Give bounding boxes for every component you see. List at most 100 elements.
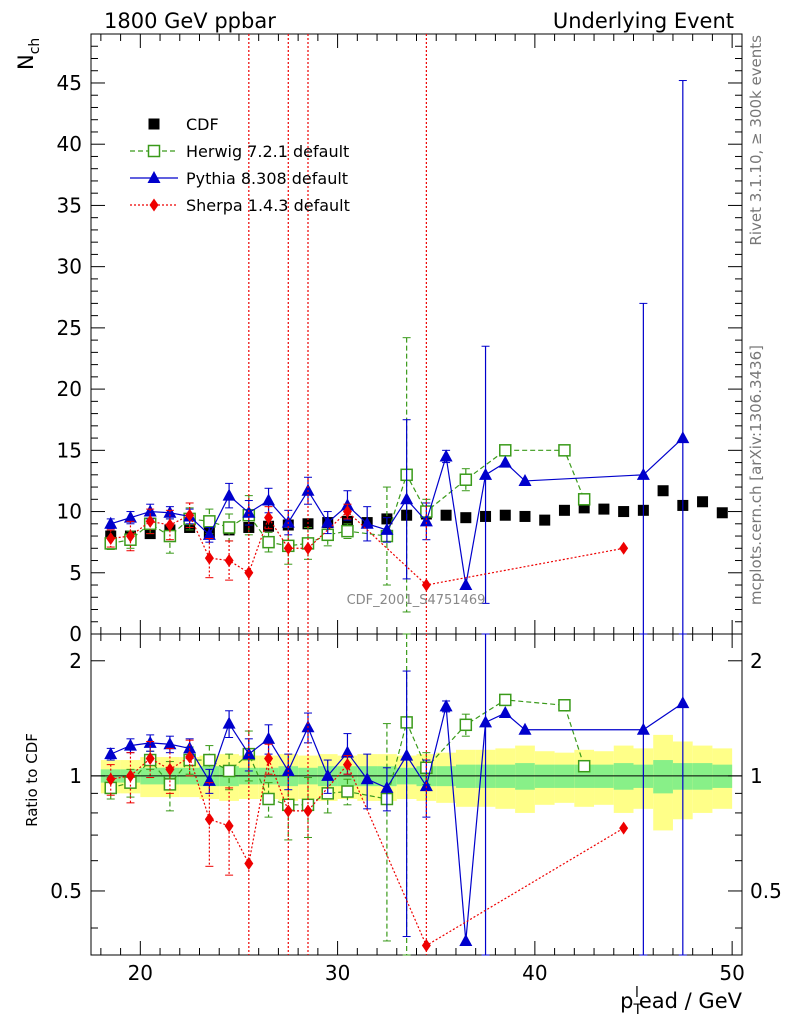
herwig-marker [499,693,512,707]
pythia-marker [123,738,137,751]
herwig-marker [203,515,216,528]
sherpa-series [106,34,629,634]
pythia-marker [262,493,276,506]
pythia-marker [183,741,197,754]
herwig-marker [499,444,512,457]
pythia-marker [340,745,354,758]
cdf-marker [460,512,472,524]
legend-entry: Pythia 8.308 default [130,169,348,188]
cdf-marker [716,507,728,519]
pythia-series [104,80,690,635]
band-inner-segment [515,763,535,790]
pythia-marker [360,516,374,529]
ratio-y-tick-label-right: 2 [750,649,763,673]
sherpa-marker [224,819,234,833]
pythia-marker [242,747,256,760]
y-axis-title-main: Nch [14,38,43,70]
header-left-label: 1800 GeV ppbar [104,9,276,33]
cdf-marker [598,503,610,515]
cdf-marker [263,520,275,532]
pythia-marker [104,747,118,760]
herwig-marker [459,473,473,486]
pythia-marker [419,514,433,527]
header-right-label: Underlying Event [553,9,734,33]
sherpa-marker [421,578,431,592]
sherpa-marker [244,566,254,580]
legend-entry: Herwig 7.2.1 default [130,142,349,161]
y-tick-label: 10 [57,500,82,524]
ratio-y-tick-label: 0.5 [50,879,82,903]
y-axis-title-main-n: N [14,54,38,70]
legend-entry: CDF [148,115,219,134]
pythia-marker [479,467,493,480]
ratio-y-tick-label-right: 1 [750,764,763,788]
sherpa-line [110,510,624,586]
y-tick-label: 35 [57,193,82,217]
pythia-marker [419,779,433,792]
sherpa-marker [204,551,214,565]
sherpa-marker [204,812,214,826]
pythia-marker [123,510,137,523]
sherpa-marker [342,505,352,519]
band-inner-segment [653,760,673,794]
y-axis-title-main-sub: ch [27,38,43,55]
cdf-marker [341,515,353,527]
sherpa-marker [421,939,431,953]
pythia-marker [380,780,394,793]
mcplots-side-label: mcplots.cern.ch [arXiv:1306.3436] [747,345,765,605]
legend-label: Herwig 7.2.1 default [186,142,349,161]
herwig-marker [262,792,275,806]
cdf-marker [499,509,511,521]
herwig-marker [577,759,591,773]
pythia-marker [202,527,216,540]
band-inner-segment [692,763,713,790]
legend-label: Sherpa 1.4.3 default [186,196,350,215]
band-inner-segment [613,763,634,790]
y-tick-label: 20 [57,377,82,401]
x-axis-title-p: p [620,989,633,1013]
x-axis-title: pTlead / GeV [620,985,743,1018]
herwig-series [104,337,591,613]
pythia-marker [459,578,473,591]
sherpa-ratio-series [106,634,629,955]
pythia-marker [479,715,493,728]
sherpa-marker [264,511,274,525]
rivet-side-label: Rivet 3.1.10, ≥ 300k events [747,35,765,246]
sherpa-marker [106,772,116,786]
legend-label: Pythia 8.308 default [186,169,348,188]
herwig-ratio-line [110,699,585,806]
x-tick-label: 50 [719,961,744,985]
pythia-marker [222,488,236,501]
herwig-marker [558,444,571,457]
sherpa-marker [125,529,135,543]
ratio-y-tick-label: 1 [69,764,82,788]
cdf-marker [578,502,590,514]
x-axis-title-sub: T [632,1002,642,1018]
cdf-marker [657,485,669,497]
pythia-line [110,437,684,586]
x-tick-label: 40 [522,961,547,985]
herwig-marker [203,753,216,767]
pythia-marker [676,431,690,444]
pythia-marker [163,737,177,750]
sherpa-ratio-line [110,756,624,947]
herwig-marker [262,535,275,549]
sherpa-marker [145,752,155,766]
x-axis-title-sup: l [635,985,639,1001]
sherpa-marker [303,541,313,555]
svg-text:Nch: Nch [14,38,43,70]
herwig-marker [341,524,354,538]
legend-entry: Sherpa 1.4.3 default [130,196,350,215]
herwig-marker [147,144,161,158]
y-tick-label: 0 [69,622,82,646]
ratio-panel: 20 30 40 50 0.5 0.5 1 1 2 2 [50,633,782,985]
pythia-marker [636,722,650,735]
sherpa-marker [619,821,629,835]
pythia-marker [301,483,315,496]
pythia-marker [676,696,690,709]
cdf-marker [558,504,570,516]
ratio-uncertainty-band [100,734,733,831]
y-tick-label: 15 [57,438,82,462]
pythia-marker [380,522,394,535]
